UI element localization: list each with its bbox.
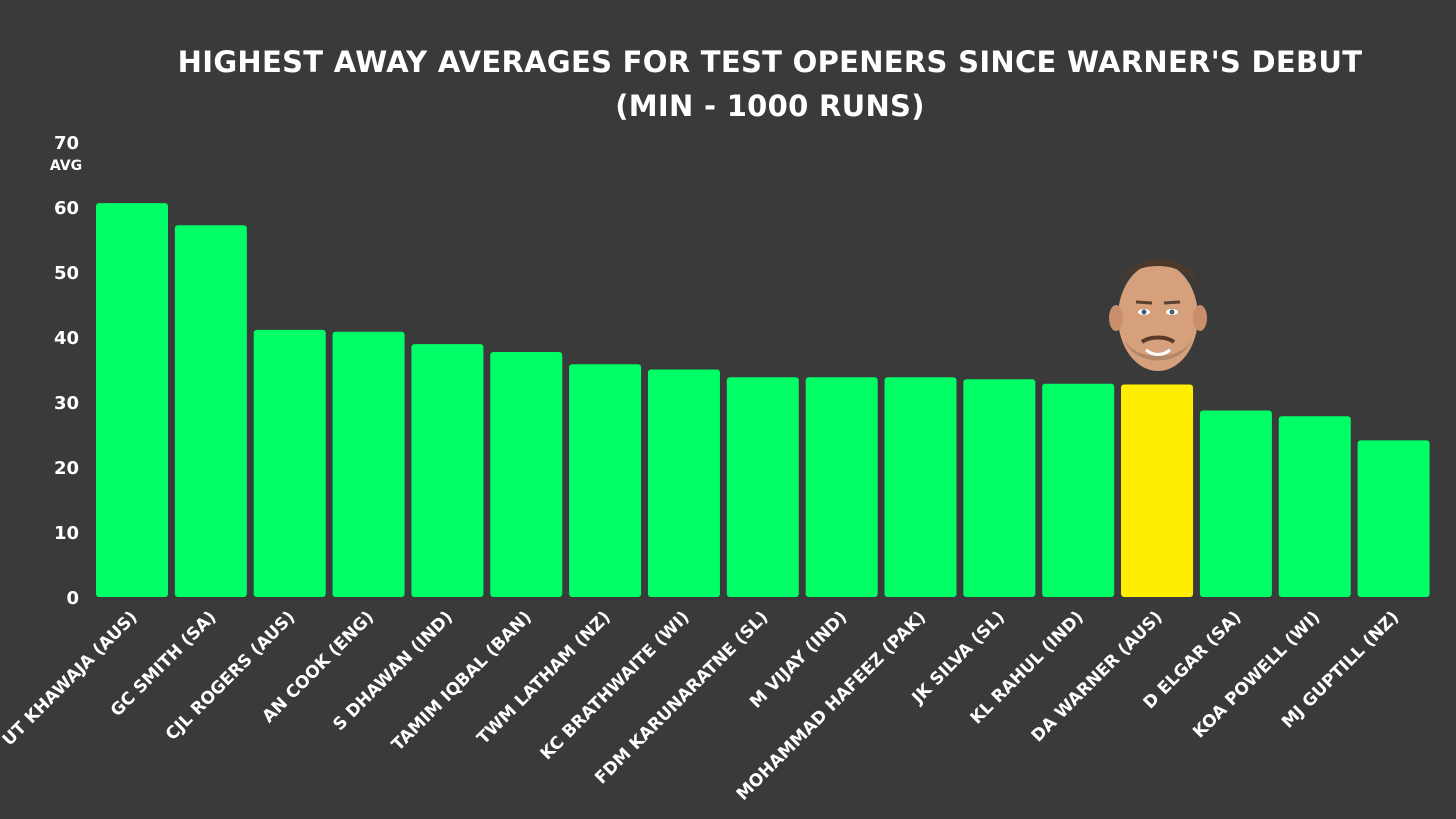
y-axis: 0 10 20 30 40 50 60 70 bbox=[54, 133, 79, 609]
y-tick-label: 0 bbox=[66, 588, 79, 609]
bar bbox=[963, 379, 1036, 597]
y-tick-label: 50 bbox=[54, 263, 79, 284]
bar bbox=[1357, 440, 1430, 597]
bar bbox=[1199, 410, 1272, 597]
y-tick-label: 20 bbox=[54, 458, 79, 479]
player-headshot-icon bbox=[1109, 258, 1207, 371]
bar bbox=[174, 225, 247, 597]
bar bbox=[726, 377, 799, 597]
x-tick-label: DA WARNER (AUS) bbox=[1028, 607, 1167, 746]
chart-title-line-2: (MIN - 1000 RUNS) bbox=[615, 89, 925, 123]
x-tick-label: TAMIM IQBAL (BAN) bbox=[388, 607, 536, 755]
bar bbox=[253, 329, 326, 597]
bar-highlighted bbox=[1121, 384, 1194, 597]
x-tick-label: KOA POWELL (WI) bbox=[1189, 607, 1324, 742]
x-tick-label: KC BRATHWAITE (WI) bbox=[537, 607, 694, 764]
bar bbox=[411, 344, 484, 597]
y-axis-label: AVG bbox=[50, 158, 82, 174]
bar bbox=[1278, 416, 1351, 597]
x-tick-label: UT KHAWAJA (AUS) bbox=[0, 607, 142, 750]
y-tick-label: 30 bbox=[54, 393, 79, 414]
chart-title-line-1: HIGHEST AWAY AVERAGES FOR TEST OPENERS S… bbox=[177, 45, 1363, 79]
bar bbox=[96, 203, 168, 597]
x-axis-labels: UT KHAWAJA (AUS)GC SMITH (SA)CJL ROGERS … bbox=[0, 607, 1403, 804]
x-tick-label: TWM LATHAM (NZ) bbox=[473, 607, 614, 748]
bar bbox=[332, 331, 405, 597]
bar bbox=[884, 377, 957, 597]
bar bbox=[647, 369, 720, 597]
y-tick-label: 10 bbox=[54, 523, 79, 544]
bar bbox=[805, 377, 878, 597]
y-tick-label: 40 bbox=[54, 328, 79, 349]
bars bbox=[96, 203, 1430, 597]
y-tick-label: 70 bbox=[54, 133, 79, 154]
chart-title: HIGHEST AWAY AVERAGES FOR TEST OPENERS S… bbox=[0, 40, 1456, 128]
y-tick-label: 60 bbox=[54, 198, 79, 219]
bar bbox=[490, 351, 563, 597]
bar bbox=[569, 364, 642, 597]
x-tick-label: CJL ROGERS (AUS) bbox=[162, 607, 299, 744]
bar bbox=[1042, 383, 1115, 597]
